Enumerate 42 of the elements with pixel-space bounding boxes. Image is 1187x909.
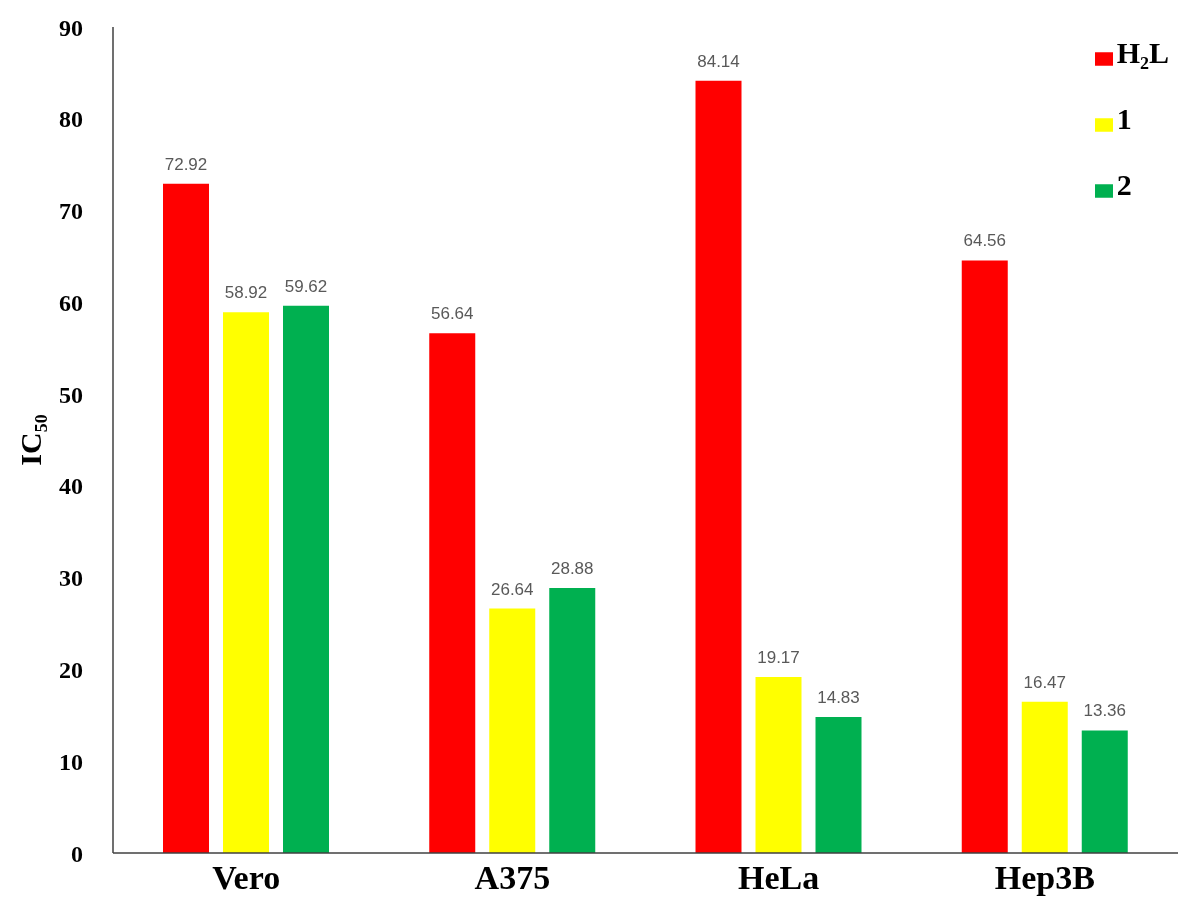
bar xyxy=(815,716,862,853)
bar xyxy=(695,80,742,853)
data-label: 26.64 xyxy=(490,579,534,599)
bar xyxy=(961,260,1008,853)
legend-label: 1 xyxy=(1116,102,1132,135)
bar xyxy=(223,312,269,853)
data-label: 84.14 xyxy=(697,51,740,71)
y-tick-label: 70 xyxy=(59,198,83,225)
bar xyxy=(429,333,476,853)
data-label: 13.36 xyxy=(1083,701,1127,721)
data-label: 16.47 xyxy=(1023,672,1067,692)
x-tick-label: Vero xyxy=(212,859,281,897)
bar xyxy=(283,305,329,853)
data-label: 56.64 xyxy=(430,304,474,324)
data-label: 58.92 xyxy=(224,283,268,303)
data-label: 72.92 xyxy=(164,154,208,174)
data-label: 19.17 xyxy=(757,648,800,668)
y-tick-label: 60 xyxy=(59,289,83,316)
legend-label: 2 xyxy=(1116,168,1132,201)
data-label: 14.83 xyxy=(817,687,860,707)
x-tick-label: Hep3B xyxy=(994,859,1095,897)
y-tick-label: 90 xyxy=(59,14,83,41)
x-tick-label: HeLa xyxy=(738,859,820,897)
y-tick-label: 50 xyxy=(59,381,83,408)
y-tick-label: 0 xyxy=(71,840,83,867)
y-tick-label: 80 xyxy=(59,106,83,133)
y-tick-label: 30 xyxy=(59,565,83,592)
data-label: 28.88 xyxy=(550,558,594,578)
bar xyxy=(755,677,802,853)
bar xyxy=(163,183,209,853)
x-tick-label: A375 xyxy=(474,859,551,897)
data-label: 64.56 xyxy=(963,231,1007,251)
y-axis-title: IC₅₀ xyxy=(13,414,47,466)
y-tick-label: 10 xyxy=(59,748,83,775)
y-tick-label: 40 xyxy=(59,473,83,500)
legend-label: H₂L xyxy=(1116,36,1169,69)
bar xyxy=(1021,701,1068,853)
bar xyxy=(549,587,596,853)
bar xyxy=(1081,730,1128,853)
y-tick-label: 20 xyxy=(59,656,83,683)
data-label: 59.62 xyxy=(284,276,328,296)
bar xyxy=(489,608,536,853)
